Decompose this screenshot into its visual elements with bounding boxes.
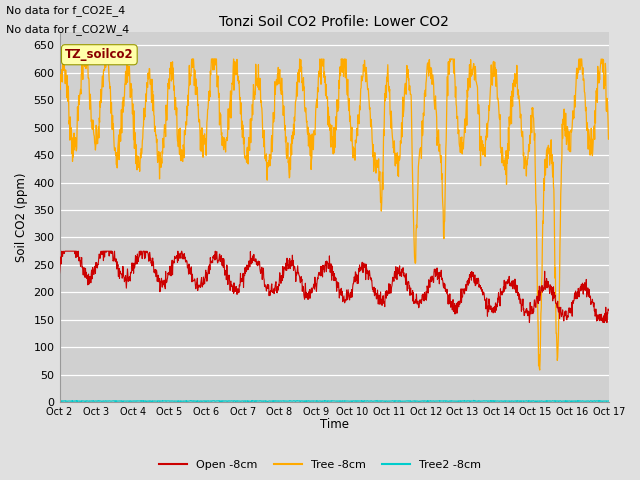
Y-axis label: Soil CO2 (ppm): Soil CO2 (ppm) <box>15 172 28 262</box>
Title: Tonzi Soil CO2 Profile: Lower CO2: Tonzi Soil CO2 Profile: Lower CO2 <box>220 15 449 29</box>
Text: No data for f_CO2E_4: No data for f_CO2E_4 <box>6 5 125 16</box>
X-axis label: Time: Time <box>319 419 349 432</box>
Text: No data for f_CO2W_4: No data for f_CO2W_4 <box>6 24 130 35</box>
Legend: Open -8cm, Tree -8cm, Tree2 -8cm: Open -8cm, Tree -8cm, Tree2 -8cm <box>155 456 485 474</box>
Text: TZ_soilco2: TZ_soilco2 <box>65 48 134 61</box>
